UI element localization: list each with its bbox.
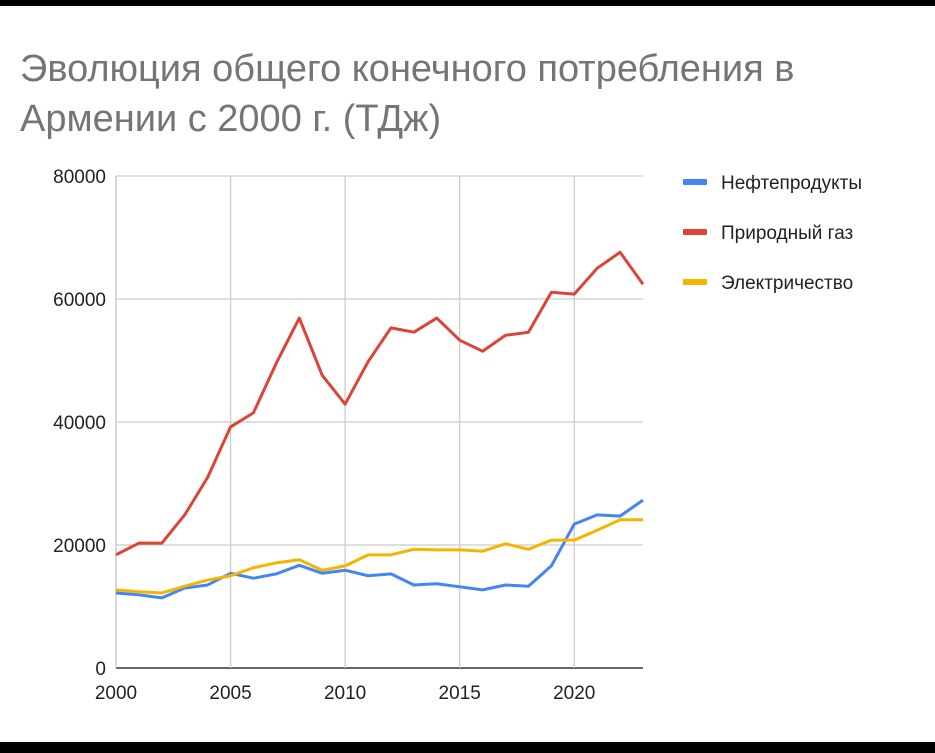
x-tick-label: 2005 (209, 683, 251, 704)
chart-card: Эволюция общего конечного потребления в … (0, 6, 935, 742)
y-tick-label: 20000 (53, 536, 106, 557)
series-line-2 (115, 250, 645, 557)
legend-swatch-3 (683, 279, 707, 285)
legend-label-2: Природный газ (721, 223, 853, 244)
legend-label-1: Нефтепродукты (721, 173, 862, 194)
x-tick-label: 2020 (553, 683, 595, 704)
chart-title: Эволюция общего конечного потребления в … (20, 48, 795, 140)
line-chart: 0 20000 40000 60000 80000 2000 2005 2010 2015 202… (53, 167, 862, 704)
y-tick-label: 40000 (53, 413, 106, 434)
x-tick-label: 2010 (324, 683, 366, 704)
legend-swatch-2 (683, 229, 707, 235)
series-line-1 (115, 498, 644, 600)
series-line-3 (115, 518, 643, 595)
y-tick-label: 60000 (53, 290, 106, 311)
x-tick-label: 2000 (95, 683, 137, 704)
x-tick-label: 2015 (439, 683, 481, 704)
legend-label-3: Электричество (721, 273, 853, 294)
y-tick-label: 0 (95, 659, 106, 680)
legend-swatch-1 (683, 179, 707, 185)
y-tick-label: 80000 (53, 167, 106, 188)
